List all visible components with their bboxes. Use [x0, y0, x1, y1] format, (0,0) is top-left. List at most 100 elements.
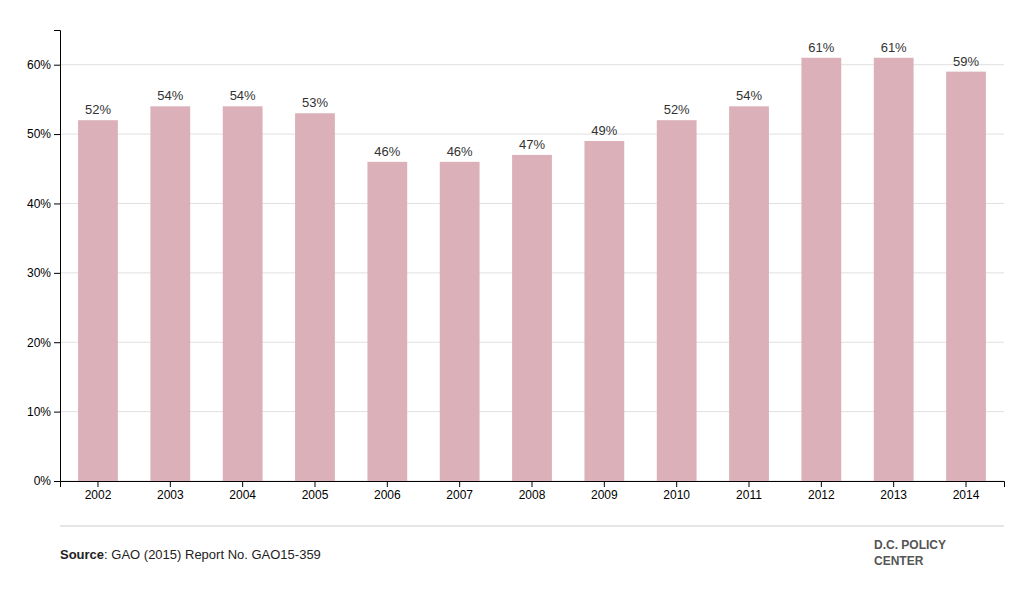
y-tick-label: 60%: [27, 58, 51, 72]
y-axis: 0% 10% 20% 30% 40% 50% 60%: [27, 31, 61, 489]
bar: [729, 106, 769, 481]
data-label: 59%: [953, 54, 979, 69]
x-tick-label: 2013: [880, 488, 907, 502]
bar: [150, 106, 190, 481]
x-axis: 2002 2003 2004 2005 2006 2007 2008 2009 2010 2011…: [61, 481, 1005, 502]
x-tick-label: 2003: [157, 488, 184, 502]
y-tick-mark: [54, 65, 60, 66]
source-text: : GAO (2015) Report No. GAO15-359: [104, 547, 321, 562]
y-tick-label: 0%: [34, 474, 52, 488]
y-tick-label: 10%: [27, 405, 51, 419]
y-tick-mark: [54, 412, 60, 413]
grid-line: [60, 64, 1004, 65]
x-tick-label: 2011: [736, 488, 762, 502]
bar: [657, 120, 697, 481]
bars: [78, 58, 986, 481]
bar: [440, 162, 480, 481]
data-label: 46%: [374, 144, 400, 159]
data-label: 52%: [85, 102, 111, 117]
y-tick: 20%: [27, 336, 60, 350]
x-tick: 2012: [808, 481, 835, 502]
data-label: 49%: [591, 123, 617, 138]
y-tick-label: 50%: [27, 127, 51, 141]
y-tick-label: 30%: [27, 266, 51, 280]
x-tick: 2005: [302, 481, 329, 502]
data-labels: 52%54%54%53%46%46%47%49%52%54%61%61%59%: [85, 40, 980, 159]
y-tick-mark: [54, 481, 60, 482]
x-tick: 2013: [880, 481, 907, 502]
data-label: 54%: [736, 88, 762, 103]
y-tick: 10%: [27, 405, 60, 419]
x-tick: 2002: [85, 481, 112, 502]
x-tick: 2004: [229, 481, 256, 502]
data-label: 54%: [230, 88, 256, 103]
x-tick-mark: [749, 481, 750, 487]
x-tick-mark: [893, 481, 894, 487]
grid: [60, 65, 1004, 481]
x-tick: 2006: [374, 481, 401, 502]
grid-line: [60, 134, 1004, 135]
bar: [946, 72, 986, 481]
x-tick-label: 2012: [808, 488, 835, 502]
x-tick-mark: [966, 481, 967, 487]
plot-area: 52%54%54%53%46%46%47%49%52%54%61%61%59%0…: [27, 31, 1005, 502]
data-label: 61%: [808, 40, 834, 55]
x-tick: 2009: [591, 481, 618, 502]
x-tick: 2014: [953, 481, 980, 502]
chart-svg: 52%54%54%53%46%46%47%49%52%54%61%61%59%0…: [0, 0, 1024, 591]
y-tick: 0%: [34, 474, 60, 488]
y-tick: 40%: [27, 197, 60, 211]
bar: [512, 155, 552, 481]
bar: [874, 58, 914, 481]
data-label: 47%: [519, 137, 545, 152]
y-tick: 30%: [27, 266, 60, 280]
x-tick: 2007: [446, 481, 473, 502]
x-tick-mark: [97, 481, 98, 487]
x-tick-mark: [314, 481, 315, 487]
x-axis-line: [61, 482, 1005, 488]
x-tick-mark: [387, 481, 388, 487]
x-tick-label: 2009: [591, 488, 618, 502]
y-tick-mark: [54, 134, 60, 135]
bar: [367, 162, 407, 481]
x-tick-mark: [170, 481, 171, 487]
bar: [78, 120, 118, 481]
x-tick-mark: [676, 481, 677, 487]
y-tick-mark: [54, 342, 60, 343]
x-tick-label: 2007: [446, 488, 473, 502]
x-tick: 2010: [663, 481, 690, 502]
bar: [584, 141, 624, 481]
x-tick-label: 2006: [374, 488, 401, 502]
y-axis-line: [54, 31, 61, 482]
data-label: 54%: [157, 88, 183, 103]
x-tick-label: 2010: [663, 488, 690, 502]
x-tick-label: 2002: [85, 488, 112, 502]
x-tick-label: 2004: [229, 488, 256, 502]
y-tick: 60%: [27, 58, 60, 72]
y-tick-mark: [54, 203, 60, 204]
x-tick-mark: [459, 481, 460, 487]
x-tick-label: 2005: [302, 488, 329, 502]
x-tick: 2011: [736, 481, 762, 502]
data-label: 46%: [447, 144, 473, 159]
x-tick-mark: [242, 481, 243, 487]
x-tick: 2008: [519, 481, 546, 502]
bar: [295, 113, 335, 481]
chart-container: 52%54%54%53%46%46%47%49%52%54%61%61%59%0…: [0, 0, 1024, 591]
x-tick-label: 2008: [519, 488, 546, 502]
y-tick-label: 20%: [27, 336, 51, 350]
data-label: 53%: [302, 95, 328, 110]
bar: [801, 58, 841, 481]
x-tick-mark: [532, 481, 533, 487]
y-tick: 50%: [27, 127, 60, 141]
y-tick-mark: [54, 273, 60, 274]
x-tick-mark: [604, 481, 605, 487]
x-tick: 2003: [157, 481, 184, 502]
bar: [223, 106, 263, 481]
x-tick-mark: [821, 481, 822, 487]
y-tick-label: 40%: [27, 197, 51, 211]
source-note: Source: GAO (2015) Report No. GAO15-359: [60, 547, 321, 562]
x-tick-label: 2014: [953, 488, 980, 502]
data-label: 61%: [881, 40, 907, 55]
logo-text: D.C. POLICY: [874, 538, 946, 552]
